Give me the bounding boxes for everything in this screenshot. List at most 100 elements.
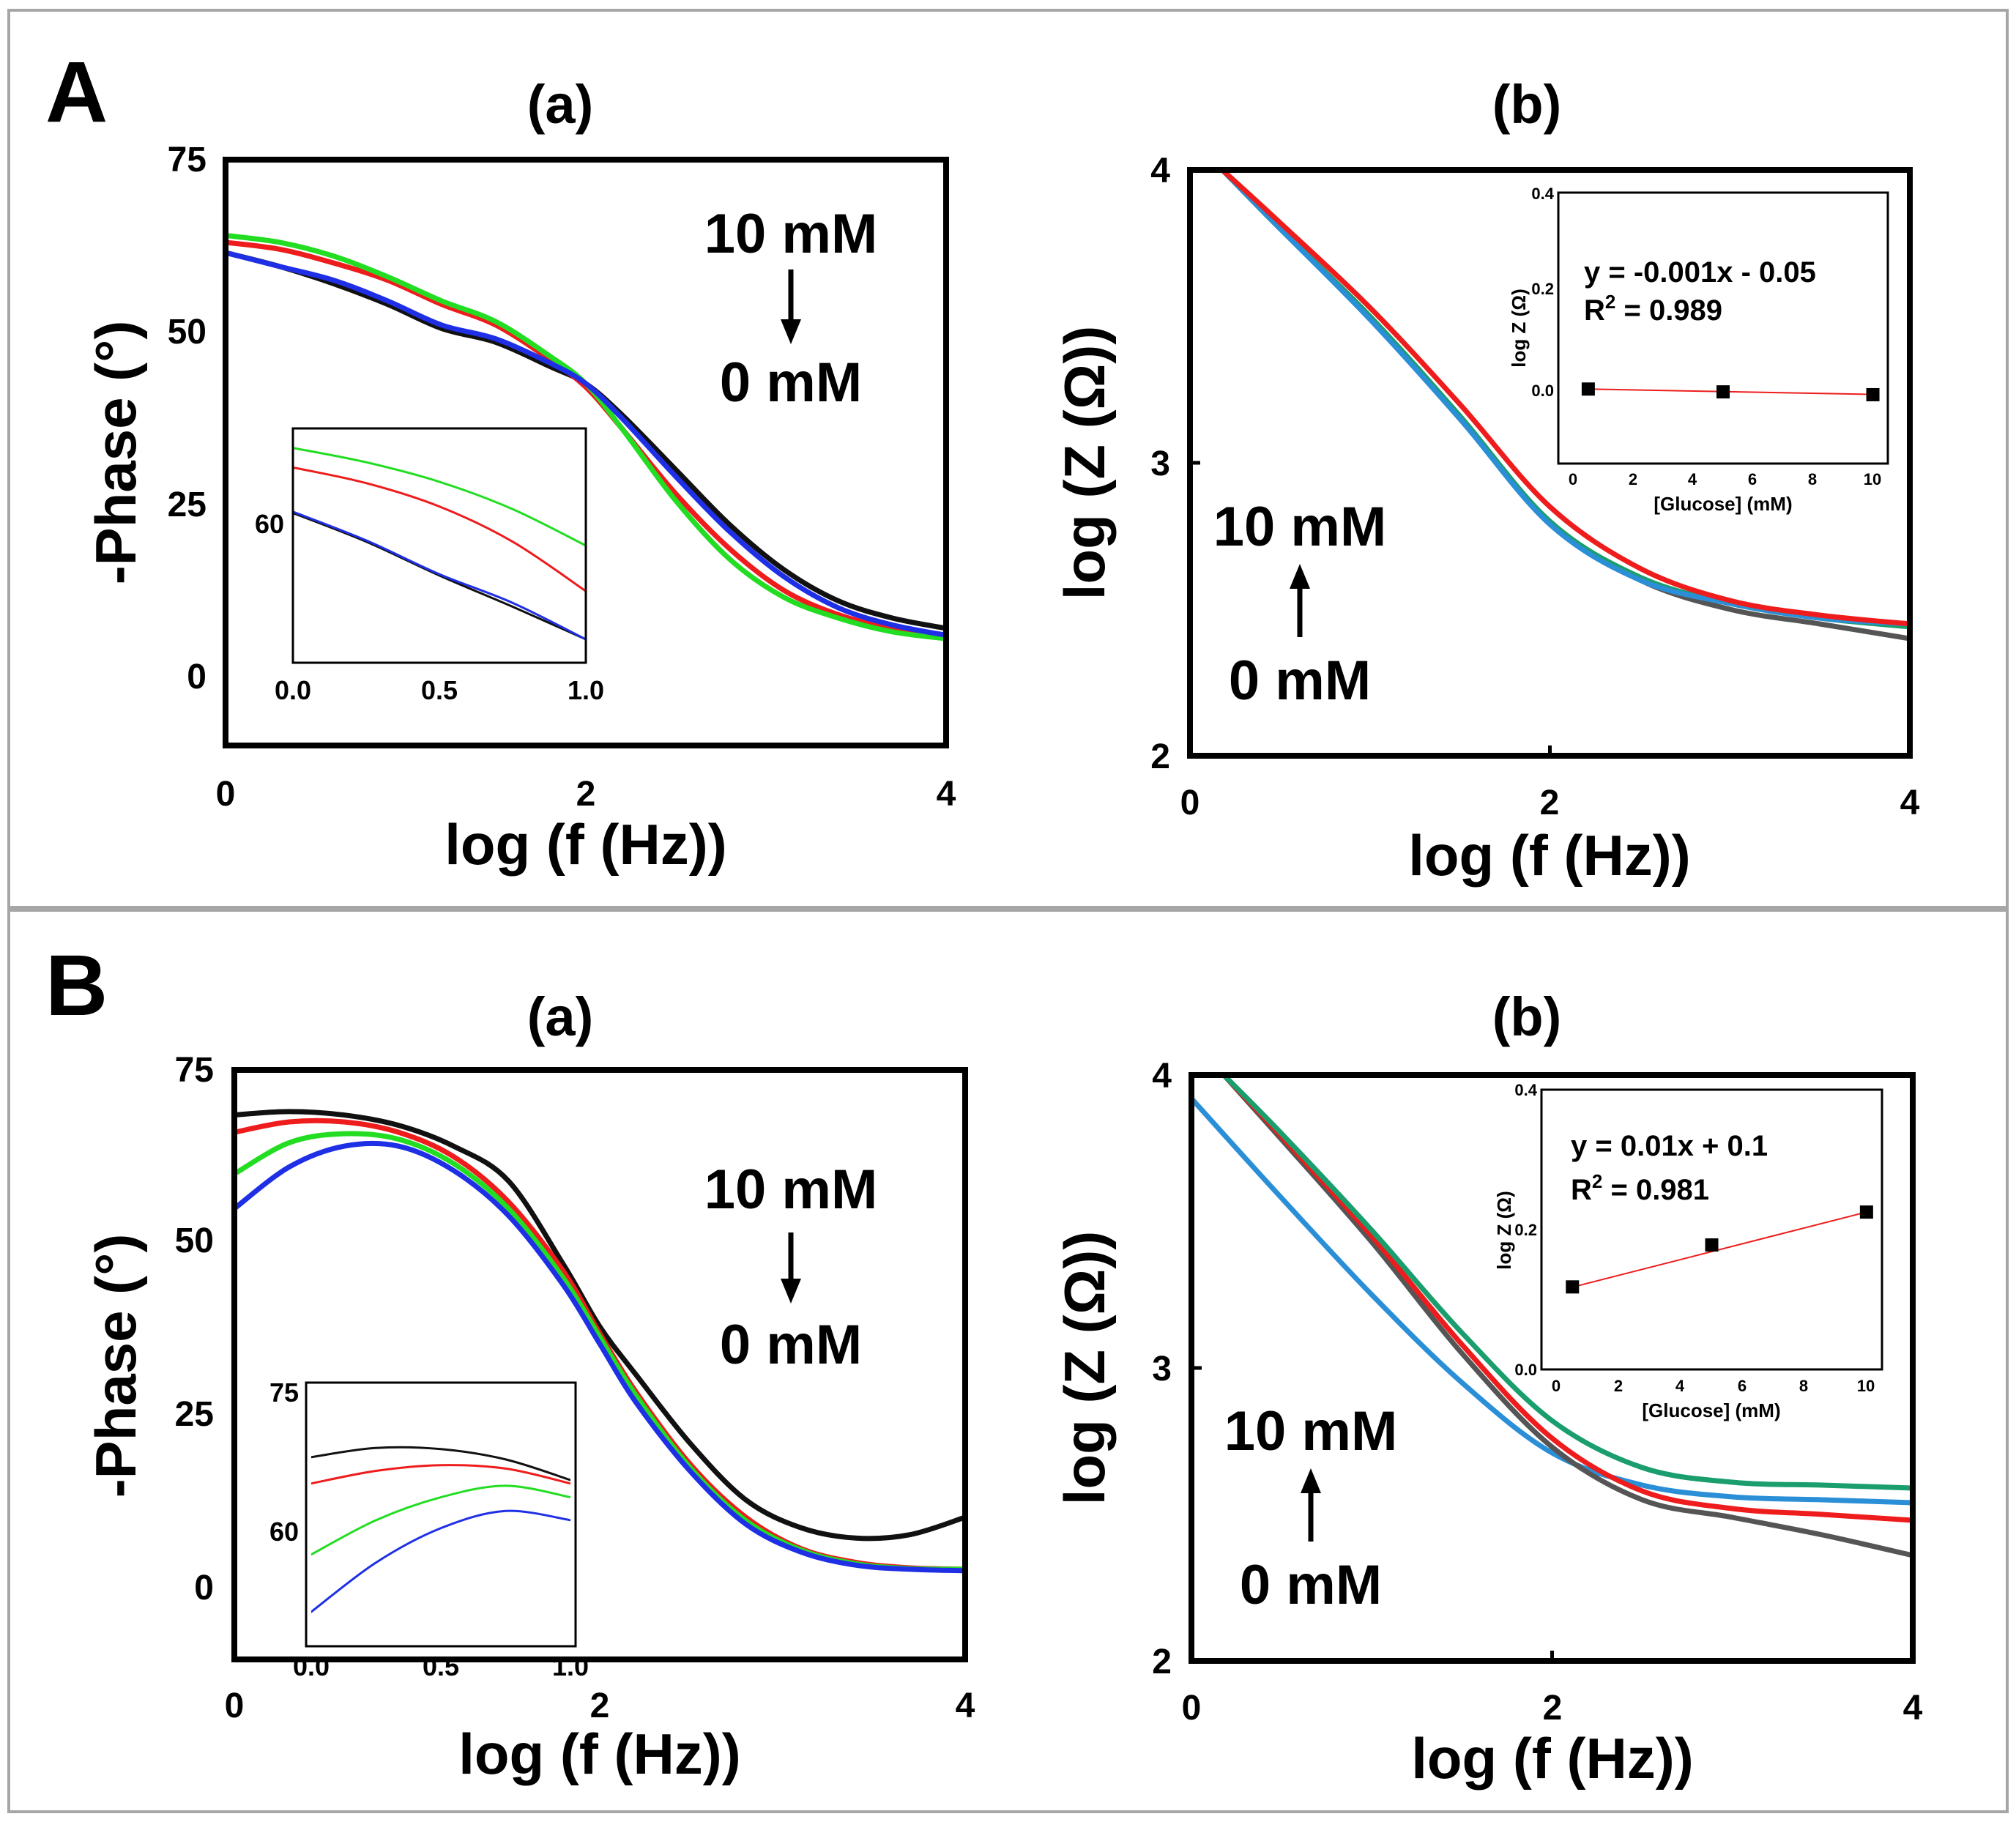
inset-bg-B-a — [306, 1383, 576, 1646]
inset-x-tick-B-b: 6 — [1738, 1377, 1747, 1395]
inset-x-tick-A-b: 4 — [1688, 470, 1697, 488]
inset-plot-A-b — [1581, 382, 1880, 401]
inset-A-a-series-red-line — [293, 466, 586, 592]
chart-A-b: (b) 0 2 4 2 3 4 log (f (Hz)) log (Z (Ω))… — [1052, 74, 1920, 888]
inset-B-a-series-green-line — [311, 1484, 570, 1556]
y-axis-title-B-b: log (Z (Ω)) — [1052, 1231, 1117, 1505]
x-tick-B-b: 4 — [1903, 1689, 1923, 1728]
inset-x-tick-A-b: 2 — [1629, 470, 1637, 488]
inset-B-a-series-blue-line — [311, 1509, 570, 1613]
plot-area-B-b — [1191, 1075, 1913, 1558]
inset-x-tick-B-b: 8 — [1799, 1377, 1808, 1395]
inset-r2-B-b: R2 = 0.981 — [1571, 1170, 1709, 1206]
annotation-top-A-a: 10 mM — [704, 203, 878, 265]
inset-x-ticks-A-b: 0 2 4 6 8 10 — [1569, 470, 1881, 488]
y-tick-B-b: 2 — [1152, 1643, 1172, 1681]
inset-y-tick-B-b: 0.4 — [1514, 1081, 1537, 1099]
x-tick-B-a: 2 — [590, 1687, 610, 1725]
arrow-down-A-a — [781, 269, 801, 344]
inset-bg-A-a — [293, 428, 586, 663]
plot-area-B-a — [234, 1109, 965, 1574]
inset-y-tick-B-b: 0.2 — [1514, 1221, 1537, 1239]
annotation-bottom-B-a: 0 mM — [720, 1314, 862, 1376]
y-tick-A-b: 2 — [1150, 737, 1170, 776]
y-axis-title-A-b: log (Z (Ω)) — [1052, 326, 1117, 600]
inset-x-title-A-b: [Glucose] (mM) — [1654, 493, 1792, 515]
y-tick-B-a: 50 — [175, 1222, 214, 1260]
inset-plot-B-a — [311, 1446, 570, 1613]
inset-x-ticks-B-b: 0 2 4 6 8 10 — [1552, 1377, 1875, 1395]
x-tick-B-b: 0 — [1182, 1689, 1202, 1728]
x-tick-B-b: 2 — [1543, 1689, 1563, 1728]
B-b-series-teal-line — [1221, 1075, 1913, 1491]
inset-x-tick-B-b: 4 — [1675, 1377, 1685, 1395]
inset-B-b-data-point — [1705, 1238, 1719, 1252]
y-tick-A-b: 4 — [1150, 152, 1170, 190]
annotation-top-A-b: 10 mM — [1213, 496, 1387, 558]
A-b-series-teal-line — [1219, 170, 1910, 630]
inset-y-tick-A-b: 0.2 — [1531, 280, 1554, 298]
inset-A-b-data-point — [1866, 387, 1880, 401]
inset-y-tick-B-a: 75 — [269, 1377, 299, 1408]
inset-B-a-series-red-line — [311, 1464, 570, 1485]
x-tick-A-b: 0 — [1180, 784, 1200, 822]
inset-frame-A-a — [291, 427, 587, 664]
annotation-top-B-a: 10 mM — [704, 1159, 878, 1221]
inset-x-tick-B-b: 10 — [1857, 1377, 1875, 1395]
inset-frame-A-b — [1557, 191, 1889, 465]
A-b-series-gray-line — [1219, 170, 1910, 642]
A-a-series-blue-line — [226, 250, 946, 638]
x-axis-title-B-a: log (f (Hz)) — [458, 1722, 741, 1786]
arrow-down-B-a — [781, 1232, 801, 1304]
y-tick-B-b: 4 — [1152, 1057, 1172, 1096]
B-b-tick-marks — [1189, 1073, 1915, 1663]
x-tick-B-a: 0 — [225, 1687, 245, 1725]
x-tick-A-a: 0 — [216, 775, 236, 814]
A-b-series-red-line — [1219, 170, 1910, 627]
subtitle-B-a: (a) — [527, 986, 593, 1047]
x-tick-A-a: 2 — [576, 775, 596, 814]
inset-A-a-series-green-line — [293, 447, 586, 547]
inset-A-a-series-black-line — [293, 512, 586, 641]
x-axis-title-A-b: log (f (Hz)) — [1408, 823, 1691, 888]
x-tick-A-a: 4 — [937, 775, 956, 814]
annotation-bottom-A-a: 0 mM — [720, 352, 862, 414]
chart-B-b: (b) 0 2 4 2 3 4 log (f (Hz)) log (Z (Ω))… — [1052, 986, 1923, 1791]
inset-x-title-B-b: [Glucose] (mM) — [1642, 1399, 1780, 1421]
inset-equation-A-b: y = -0.001x - 0.05 — [1584, 256, 1816, 289]
inset-x-tick-A-b: 6 — [1748, 470, 1757, 488]
inset-plot-A-a — [293, 447, 586, 641]
y-tick-A-a: 50 — [168, 313, 207, 352]
inset-A-b-data-point — [1581, 382, 1595, 396]
y-tick-B-b: 3 — [1152, 1350, 1172, 1388]
inset-frame-B-b — [1540, 1088, 1883, 1371]
arrow-up-B-b — [1301, 1468, 1321, 1542]
inset-x-tick-A-a: 1.0 — [568, 675, 604, 705]
plot-area-A-a — [226, 233, 946, 642]
inset-y-tick-B-a: 60 — [269, 1517, 299, 1547]
subtitle-A-a: (a) — [527, 74, 593, 135]
inset-y-tick-A-a: 60 — [255, 509, 284, 539]
inset-x-tick-B-b: 2 — [1614, 1377, 1623, 1395]
x-axis-title-B-b: log (f (Hz)) — [1411, 1726, 1694, 1791]
x-tick-A-b: 2 — [1540, 784, 1560, 822]
frame-B — [7, 909, 2009, 1813]
y-axis-title-A-a: -Phase (°) — [83, 321, 148, 585]
B-b-series-lightblue-line — [1191, 1096, 1913, 1506]
x-axis-title-A-a: log (f (Hz)) — [445, 812, 727, 877]
plot-area-A-b — [1219, 170, 1910, 642]
inset-x-tick-B-b: 0 — [1552, 1377, 1561, 1395]
axes-frame-B-a — [231, 1067, 968, 1662]
inset-A-a-series-blue-line — [293, 510, 586, 641]
inset-y-title-A-b: log Z (Ω) — [1508, 289, 1530, 367]
y-tick-A-a: 25 — [168, 486, 207, 524]
subtitle-B-b: (b) — [1492, 986, 1562, 1047]
annotation-bottom-B-b: 0 mM — [1240, 1554, 1382, 1616]
chart-B-a: (a) 0 2 4 0 25 50 75 log (f (Hz)) -Phase… — [83, 986, 975, 1786]
y-tick-B-a: 0 — [194, 1569, 214, 1607]
inset-A-b-data-point — [1716, 385, 1730, 399]
y-tick-A-a: 0 — [187, 658, 207, 696]
y-tick-B-a: 75 — [175, 1051, 214, 1090]
inset-x-tick-B-a: 0.0 — [293, 1651, 330, 1681]
annotation-top-B-b: 10 mM — [1224, 1400, 1398, 1462]
